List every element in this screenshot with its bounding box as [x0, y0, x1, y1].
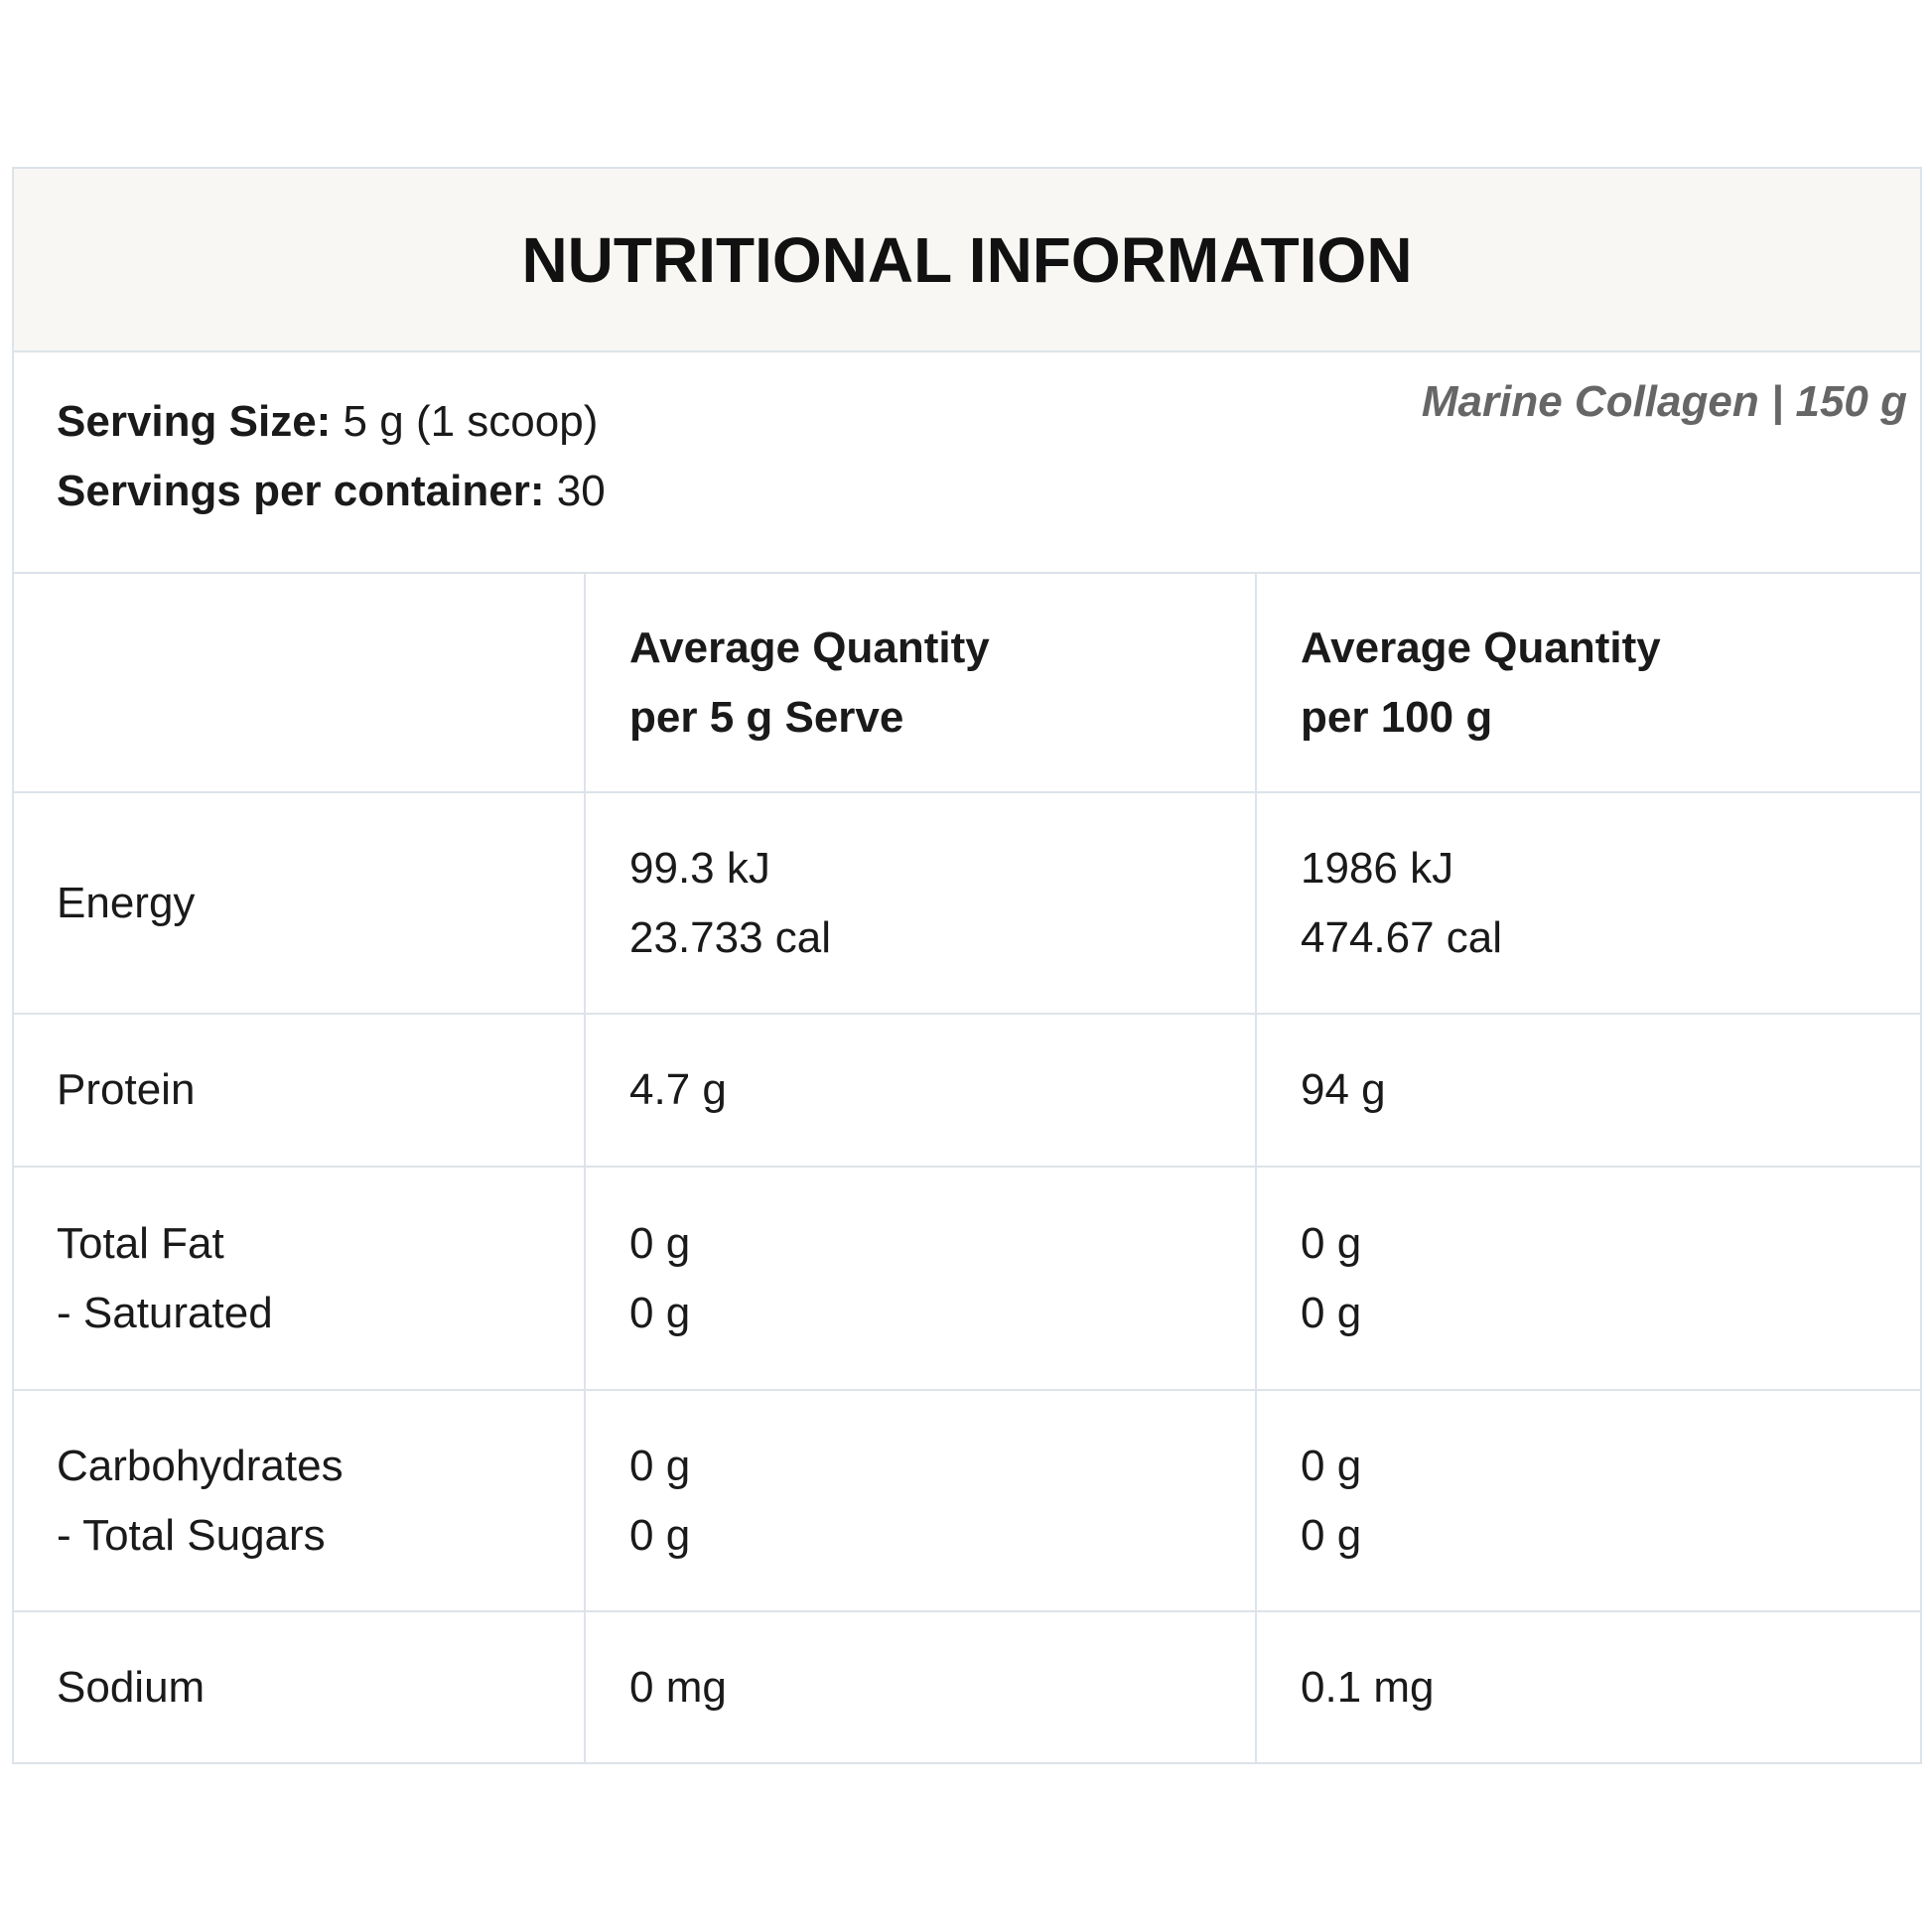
serving-size: Serving Size: 5 g (1 scoop) — [57, 397, 598, 447]
nutrient-value: 0 mg — [629, 1611, 1256, 1764]
cell-line: 0 g — [1301, 1510, 1362, 1560]
nutrient-name: Protein — [57, 1014, 585, 1167]
nutrient-value: 1986 kJ 474.67 cal — [1301, 792, 1922, 1014]
cell-line: 0.1 mg — [1301, 1663, 1435, 1712]
column-header: Average Quantity per 100 g — [1301, 573, 1922, 792]
cell-line: Energy — [57, 878, 196, 927]
cell-line: Average Quantity — [1301, 622, 1661, 672]
row-divider — [12, 1389, 1922, 1391]
cell-line: 0 mg — [629, 1663, 727, 1712]
cell-line: per 100 g — [1301, 692, 1493, 742]
title-band: NUTRITIONAL INFORMATION — [14, 169, 1920, 351]
cell-line: 0 g — [629, 1218, 691, 1268]
servings-value: 30 — [556, 467, 606, 515]
cell-line: 94 g — [1301, 1065, 1386, 1114]
cell-line: - Total Sugars — [57, 1510, 326, 1560]
cell-line: Total Fat — [57, 1218, 224, 1268]
cell-line: 23.733 cal — [629, 912, 832, 962]
nutrient-name: Energy — [57, 792, 585, 1014]
nutrient-value: 99.3 kJ 23.733 cal — [629, 792, 1256, 1014]
cell-line: 0 g — [629, 1288, 691, 1337]
cell-line: 0 g — [1301, 1441, 1362, 1490]
nutrient-name: Sodium — [57, 1611, 585, 1764]
cell-line: 0 g — [629, 1441, 691, 1490]
cell-line: Carbohydrates — [57, 1441, 344, 1490]
servings-label: Servings per container: — [57, 467, 545, 515]
nutrient-value: 0.1 mg — [1301, 1611, 1922, 1764]
serving-size-value: 5 g (1 scoop) — [343, 397, 599, 446]
serving-size-label: Serving Size: — [57, 397, 332, 446]
nutrient-name: Carbohydrates - Total Sugars — [57, 1390, 585, 1611]
cell-line: 0 g — [629, 1510, 691, 1560]
cell-line: 1986 kJ — [1301, 843, 1454, 893]
row-divider — [12, 1610, 1922, 1612]
product-name: Marine Collagen | 150 g — [1421, 377, 1907, 426]
column-header: Average Quantity per 5 g Serve — [629, 573, 1256, 792]
nutrient-name: Total Fat - Saturated — [57, 1167, 585, 1390]
cell-line: 4.7 g — [629, 1065, 727, 1114]
column-divider — [1255, 573, 1257, 1764]
row-divider — [12, 791, 1922, 793]
cell-line: 0 g — [1301, 1288, 1362, 1337]
row-divider — [12, 1013, 1922, 1015]
cell-line: Sodium — [57, 1663, 206, 1712]
column-divider — [584, 573, 586, 1764]
cell-line: 474.67 cal — [1301, 912, 1503, 962]
servings-per-container: Servings per container: 30 — [57, 467, 606, 516]
cell-line: - Saturated — [57, 1288, 273, 1337]
row-divider — [12, 572, 1922, 574]
cell-line: Protein — [57, 1065, 196, 1114]
cell-line: Average Quantity — [629, 622, 990, 672]
divider — [12, 350, 1922, 352]
cell-line: 0 g — [1301, 1218, 1362, 1268]
title: NUTRITIONAL INFORMATION — [521, 224, 1413, 296]
row-divider — [12, 1166, 1922, 1168]
cell-line: 99.3 kJ — [629, 843, 770, 893]
nutrient-value: 4.7 g — [629, 1014, 1256, 1167]
nutrient-value: 94 g — [1301, 1014, 1922, 1167]
table-frame — [12, 167, 1922, 1764]
cell-line: per 5 g Serve — [629, 692, 904, 742]
